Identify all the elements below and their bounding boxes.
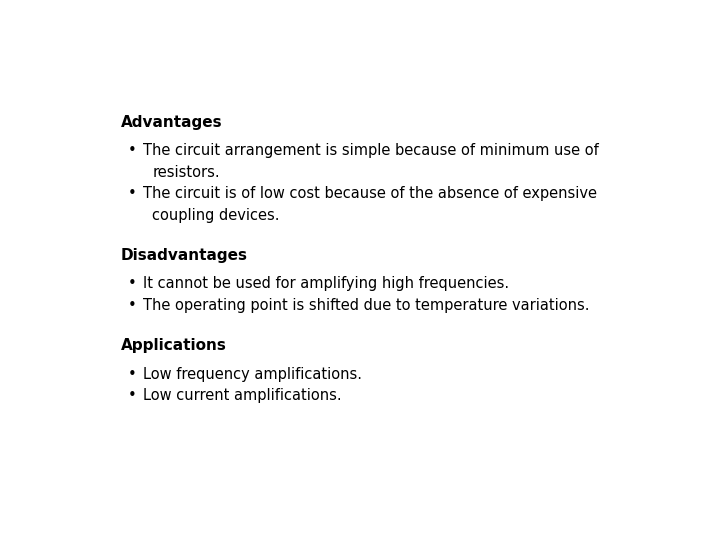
Text: Low current amplifications.: Low current amplifications. — [143, 388, 341, 403]
Text: •: • — [128, 276, 137, 292]
Text: coupling devices.: coupling devices. — [153, 208, 280, 223]
Text: •: • — [128, 298, 137, 313]
Text: •: • — [128, 388, 137, 403]
Text: Applications: Applications — [121, 339, 227, 353]
Text: The circuit is of low cost because of the absence of expensive: The circuit is of low cost because of th… — [143, 186, 597, 201]
Text: The operating point is shifted due to temperature variations.: The operating point is shifted due to te… — [143, 298, 590, 313]
Text: resistors.: resistors. — [153, 165, 220, 180]
Text: Low frequency amplifications.: Low frequency amplifications. — [143, 367, 362, 382]
Text: The circuit arrangement is simple because of minimum use of: The circuit arrangement is simple becaus… — [143, 143, 599, 158]
Text: Disadvantages: Disadvantages — [121, 248, 248, 263]
Text: •: • — [128, 186, 137, 201]
Text: •: • — [128, 367, 137, 382]
Text: Advantages: Advantages — [121, 114, 222, 130]
Text: •: • — [128, 143, 137, 158]
Text: It cannot be used for amplifying high frequencies.: It cannot be used for amplifying high fr… — [143, 276, 509, 292]
